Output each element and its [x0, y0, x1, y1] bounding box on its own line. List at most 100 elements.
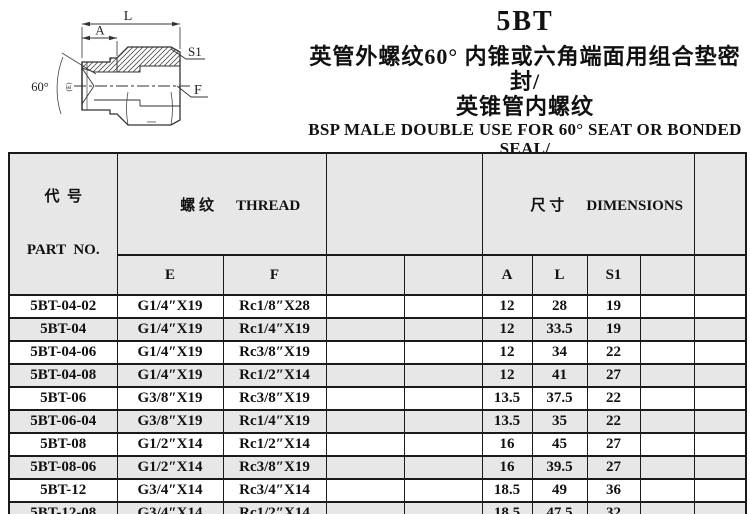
angle-arc: [56, 56, 64, 115]
cell-blank3: [639, 409, 695, 434]
cell-blank1: [325, 386, 405, 411]
cell-s1: 36: [586, 478, 641, 503]
cell-blank1: [325, 432, 405, 457]
cell-blank4: [693, 340, 747, 365]
fitting-outline: [81, 46, 181, 126]
cell-part_no: 5BT-04-08: [8, 363, 118, 388]
cell-f: Rc3/4″X14: [222, 478, 327, 503]
cell-a: 12: [481, 363, 533, 388]
cell-f: Rc1/4″X19: [222, 409, 327, 434]
table-row: 5BT-04-08 G1/4″X19 Rc1/2″X14 12 41 27: [8, 363, 747, 388]
cell-blank4: [693, 363, 747, 388]
cell-e: G1/4″X19: [116, 340, 224, 365]
spec-table: 代 号 PART NO. 螺 纹 THREAD 尺 寸 DIMENSIONS E F…: [8, 151, 748, 514]
cell-e: G3/8″X19: [116, 386, 224, 411]
cell-part_no: 5BT-06: [8, 386, 118, 411]
angle-construction-line: [61, 52, 97, 75]
cell-part_no: 5BT-08: [8, 432, 118, 457]
cell-s1: 27: [586, 432, 641, 457]
header-col-blank1: [325, 254, 405, 296]
cell-blank3: [639, 294, 695, 319]
cell-blank3: [639, 432, 695, 457]
cell-f: Rc1/2″X14: [222, 501, 327, 514]
cell-a: 13.5: [481, 386, 533, 411]
arrow: [109, 35, 117, 41]
fitting-drawing: L A S1 F 60° (E): [31, 9, 208, 126]
cell-part_no: 5BT-08-06: [8, 455, 118, 480]
cell-part_no: 5BT-06-04: [8, 409, 118, 434]
cell-l: 49: [531, 478, 588, 503]
cell-part_no: 5BT-12-08: [8, 501, 118, 514]
cell-blank3: [639, 363, 695, 388]
cell-l: 37.5: [531, 386, 588, 411]
cell-e: G1/2″X14: [116, 455, 224, 480]
cell-part_no: 5BT-04: [8, 317, 118, 342]
header-col-e: E: [116, 254, 224, 296]
cell-l: 35: [531, 409, 588, 434]
cell-part_no: 5BT-12: [8, 478, 118, 503]
cell-e: G1/2″X14: [116, 432, 224, 457]
cell-e: G3/4″X14: [116, 501, 224, 514]
cell-f: Rc1/8″X28: [222, 294, 327, 319]
header-col-blank3: [639, 254, 695, 296]
table-row: 5BT-06-04 G3/8″X19 Rc1/4″X19 13.5 35 22: [8, 409, 747, 434]
header-blank-last: [693, 151, 747, 257]
leader-S1: [170, 48, 205, 60]
header-col-blank4: [693, 254, 747, 296]
cell-f: Rc3/8″X19: [222, 340, 327, 365]
cell-a: 16: [481, 432, 533, 457]
header-col-l: L: [531, 254, 588, 296]
header-col-a: A: [481, 254, 533, 296]
cell-s1: 19: [586, 294, 641, 319]
cell-e: G1/4″X19: [116, 317, 224, 342]
title-cn-line1: 英管外螺纹60° 内锥或六角端面用组合垫密封/: [309, 44, 741, 94]
cell-blank4: [693, 294, 747, 319]
cell-e: G1/4″X19: [116, 294, 224, 319]
cell-f: Rc1/2″X14: [222, 432, 327, 457]
cell-s1: 27: [586, 455, 641, 480]
cell-a: 12: [481, 340, 533, 365]
dim-label-A: A: [95, 23, 105, 38]
cell-a: 13.5: [481, 409, 533, 434]
model-code: 5BT: [496, 6, 554, 37]
cell-blank3: [639, 478, 695, 503]
cell-l: 28: [531, 294, 588, 319]
hex-body-section: [116, 46, 181, 73]
cell-blank1: [325, 294, 405, 319]
dim-label-S1: S1: [188, 44, 202, 59]
header-part-no: 代 号 PART NO.: [8, 152, 118, 296]
cell-blank2: [403, 501, 483, 514]
cell-l: 39.5: [531, 455, 588, 480]
cell-blank2: [403, 317, 483, 342]
cell-blank2: [403, 386, 483, 411]
header-dimensions-group: 尺 寸 DIMENSIONS: [481, 151, 695, 257]
arrow: [172, 21, 180, 27]
cell-blank2: [403, 455, 483, 480]
cell-a: 18.5: [481, 501, 533, 514]
cell-blank1: [325, 478, 405, 503]
header-dims-en: DIMENSIONS: [586, 197, 683, 214]
header-col-s1: S1: [586, 254, 641, 296]
title-cn-line2: 英锥管内螺纹: [455, 94, 594, 119]
cell-l: 34: [531, 340, 588, 365]
cell-blank4: [693, 478, 747, 503]
table-row: 5BT-12 G3/4″X14 Rc3/4″X14 18.5 49 36: [8, 478, 747, 503]
header-part-no-en: PART NO.: [26, 242, 100, 258]
cell-blank4: [693, 317, 747, 342]
cell-blank1: [325, 409, 405, 434]
cell-f: Rc1/4″X19: [222, 317, 327, 342]
cell-blank3: [639, 317, 695, 342]
cell-blank1: [325, 363, 405, 388]
cell-blank1: [325, 455, 405, 480]
cell-l: 41: [531, 363, 588, 388]
cell-blank4: [693, 432, 747, 457]
header-col-blank2: [403, 254, 483, 296]
header-blank-group: [325, 151, 483, 257]
cell-blank2: [403, 363, 483, 388]
table-row: 5BT-04-06 G1/4″X19 Rc3/8″X19 12 34 22: [8, 340, 747, 365]
cell-f: Rc3/8″X19: [222, 386, 327, 411]
dim-label-F: F: [194, 83, 202, 98]
cell-a: 16: [481, 455, 533, 480]
table-row: 5BT-08-06 G1/2″X14 Rc3/8″X19 16 39.5 27: [8, 455, 747, 480]
